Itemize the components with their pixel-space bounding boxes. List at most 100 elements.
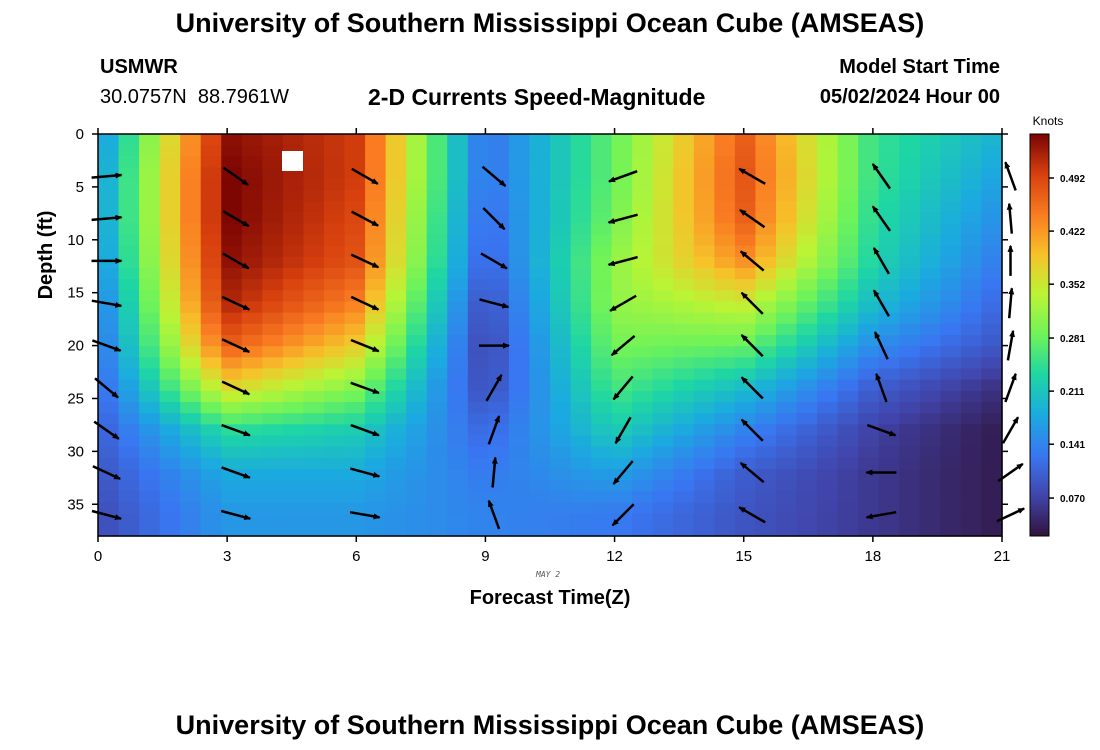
heatmap-cell (139, 491, 161, 504)
heatmap-cell (118, 446, 140, 459)
heatmap-cell (899, 446, 921, 459)
heatmap-cell (385, 424, 407, 437)
heatmap-cell (919, 413, 941, 425)
heatmap-cell (282, 413, 305, 425)
heatmap-cell (940, 201, 962, 213)
heatmap-cell (981, 413, 1003, 425)
heatmap-cell (406, 268, 428, 280)
heatmap-cell (488, 323, 510, 336)
heatmap-cell (467, 201, 489, 213)
heatmap-cell (570, 390, 592, 403)
heatmap-cell (488, 134, 510, 146)
heatmap-cell (611, 502, 633, 515)
heatmap-cell (796, 134, 818, 146)
heatmap-cell (693, 268, 715, 280)
heatmap-cell (426, 301, 448, 314)
heatmap-cell (282, 290, 305, 303)
heatmap-cell (919, 469, 941, 481)
heatmap-cell (796, 201, 818, 213)
heatmap-cell (406, 413, 428, 425)
colorbar-tick-label: 0.141 (1060, 440, 1085, 451)
heatmap-cell (303, 424, 325, 437)
heatmap-cell (817, 134, 839, 146)
heatmap-cell (591, 446, 613, 459)
heatmap-cell (837, 335, 859, 347)
heatmap-cell (262, 357, 284, 370)
heatmap-cell (159, 357, 181, 370)
current-vector (871, 205, 892, 232)
heatmap-cell (919, 167, 941, 180)
heatmap-cell (447, 390, 469, 403)
heatmap-cell (796, 256, 818, 269)
heatmap-cell (385, 268, 407, 280)
heatmap-cell (529, 268, 551, 280)
heatmap-cell (693, 167, 715, 180)
heatmap-cell (98, 245, 120, 258)
heatmap-cell (632, 491, 654, 504)
heatmap-cell (139, 178, 161, 191)
heatmap-cell (550, 524, 572, 537)
heatmap-cell (755, 335, 777, 347)
heatmap-cell (940, 268, 962, 280)
heatmap-cell (817, 323, 839, 336)
heatmap-cell (221, 223, 243, 236)
heatmap-cell (940, 323, 962, 336)
heatmap-cell (262, 402, 284, 414)
heatmap-cell (632, 178, 654, 191)
heatmap-cell (365, 212, 387, 224)
heatmap-cell (385, 212, 407, 224)
heatmap-cell (776, 234, 798, 247)
heatmap-cell (508, 134, 531, 146)
heatmap-cell (858, 201, 880, 213)
current-vector (740, 334, 764, 358)
heatmap-cell (98, 201, 120, 213)
heatmap-cell (776, 335, 798, 347)
heatmap-cell (652, 513, 674, 526)
current-vector (479, 298, 510, 309)
heatmap-cell (611, 245, 633, 258)
heatmap-cell (693, 346, 715, 358)
heatmap-cell (324, 357, 346, 370)
heatmap-cell (776, 413, 798, 425)
heatmap-cell (118, 469, 140, 481)
heatmap-cell (734, 212, 757, 224)
heatmap-cell (241, 335, 263, 347)
heatmap-cell (426, 234, 448, 247)
heatmap-cell (467, 234, 489, 247)
heatmap-cell (200, 368, 222, 381)
heatmap-cell (652, 145, 674, 157)
heatmap-cell (344, 390, 366, 403)
heatmap-cell (98, 502, 120, 515)
heatmap-cell (899, 268, 921, 280)
heatmap-cell (776, 368, 798, 381)
heatmap-cell (262, 446, 284, 459)
heatmap-cell (303, 335, 325, 347)
heatmap-cell (262, 256, 284, 269)
heatmap-cell (550, 491, 572, 504)
heatmap-cell (344, 368, 366, 381)
current-vector (221, 466, 251, 479)
heatmap-cell (919, 491, 941, 504)
heatmap-cell (180, 156, 202, 169)
heatmap-cell (426, 279, 448, 291)
heatmap-cell (241, 435, 263, 448)
heatmap-cell (550, 413, 572, 425)
heatmap-cell (817, 279, 839, 291)
heatmap-cell (776, 491, 798, 504)
heatmap-cell (940, 390, 962, 403)
heatmap-cell (344, 189, 366, 202)
heatmap-cell (529, 502, 551, 515)
heatmap-cell (714, 335, 736, 347)
heatmap-cell (447, 178, 469, 191)
heatmap-cell (467, 167, 489, 180)
heatmap-cell (385, 379, 407, 392)
heatmap-cell (796, 469, 818, 481)
heatmap-cell (200, 480, 222, 492)
heatmap-cell (406, 178, 428, 191)
heatmap-cell (139, 189, 161, 202)
heatmap-cell (755, 234, 777, 247)
heatmap-cell (344, 167, 366, 180)
heatmap-cell (981, 335, 1003, 347)
heatmap-cell (180, 402, 202, 414)
heatmap-cell (940, 156, 962, 169)
